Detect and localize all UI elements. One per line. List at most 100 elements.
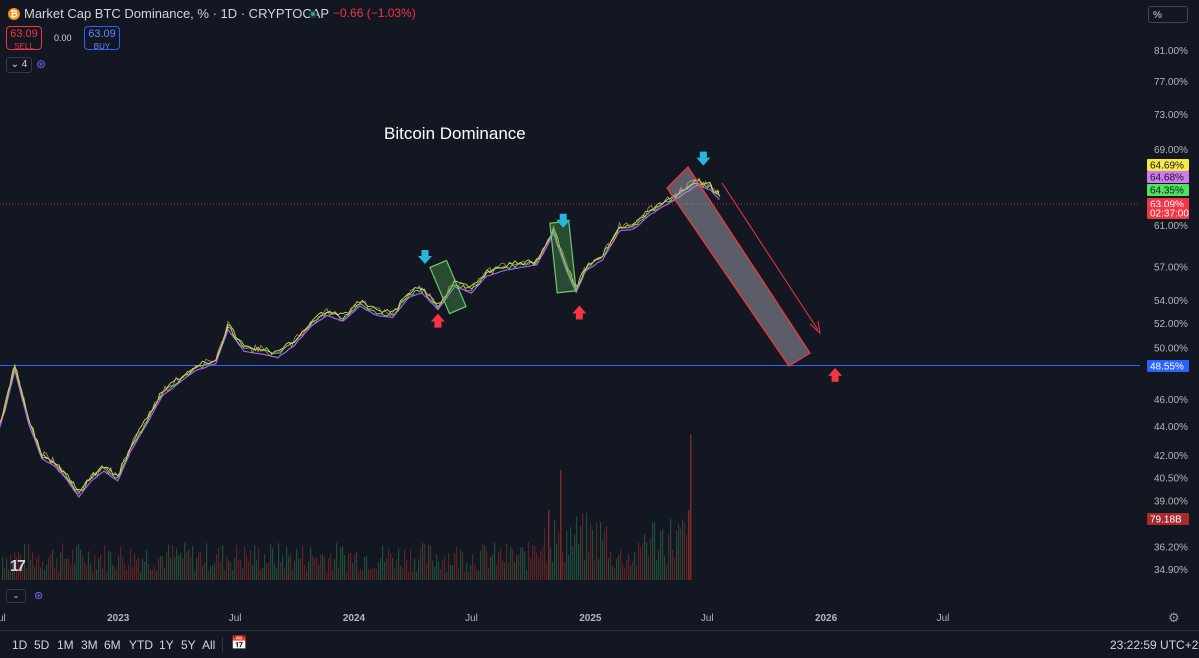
volume-bar — [564, 562, 566, 580]
volume-bar — [96, 569, 98, 580]
timeframe-1y[interactable]: 1Y — [159, 638, 174, 652]
volume-bar — [194, 570, 196, 580]
sell-button[interactable]: 63.09 SELL — [6, 26, 42, 51]
volume-bar — [8, 569, 10, 580]
volume-bar — [412, 571, 414, 580]
timeframe-5d[interactable]: 5D — [34, 638, 50, 652]
volume-bar — [34, 566, 36, 580]
volume-bar — [636, 565, 638, 580]
volume-bar — [350, 553, 352, 580]
volume-bar — [580, 526, 582, 580]
volume-bar — [250, 550, 252, 580]
volume-bar — [62, 543, 64, 580]
volume-bar — [118, 555, 120, 580]
volume-bar — [22, 566, 24, 580]
volume-bar — [150, 569, 152, 580]
buy-price: 63.09 — [88, 28, 116, 40]
buy-button[interactable]: 63.09 BUY — [84, 26, 120, 51]
volume-bar — [70, 564, 72, 580]
volume-bar — [634, 552, 636, 580]
volume-bar — [530, 557, 532, 580]
volume-bar — [100, 554, 102, 580]
volume-bar — [400, 565, 402, 580]
volume-bar — [682, 519, 684, 580]
volume-bar — [282, 555, 284, 580]
volume-bar — [430, 545, 432, 580]
timeframe-3m[interactable]: 3M — [81, 638, 98, 652]
timeframe-ytd[interactable]: YTD — [129, 638, 153, 652]
volume-bar — [122, 557, 124, 580]
volume-toggle[interactable]: ⌄ — [6, 589, 26, 603]
timeframe-1m[interactable]: 1M — [57, 638, 74, 652]
volume-bar — [230, 562, 232, 580]
volume-bar — [32, 551, 34, 580]
symbol-title[interactable]: Market Cap BTC Dominance, % · 1D · CRYPT… — [24, 6, 330, 21]
ma-line-slow — [0, 184, 720, 498]
volume-bar — [328, 558, 330, 580]
volume-bar — [108, 550, 110, 580]
volume-bar — [370, 569, 372, 580]
volume-bar — [550, 547, 552, 580]
volume-settings-icon[interactable]: ⊛ — [34, 590, 44, 602]
volume-bar — [274, 563, 276, 580]
volume-bar — [102, 568, 104, 580]
clock[interactable]: 23:22:59 UTC+2 — [1110, 638, 1199, 652]
timeframe-all[interactable]: All — [202, 638, 216, 652]
volume-bar — [660, 531, 662, 580]
volume-bar — [38, 555, 40, 580]
ma-line-fast — [0, 177, 720, 491]
volume-bar — [462, 552, 464, 580]
volume-bar — [490, 556, 492, 580]
up-arrow-icon — [430, 313, 445, 328]
volume-bar — [302, 545, 304, 580]
volume-bar — [436, 554, 438, 580]
volume-bar — [630, 565, 632, 580]
volume-bar — [410, 550, 412, 580]
volume-bar — [146, 550, 148, 580]
volume-bar — [544, 528, 546, 580]
volume-bar — [680, 528, 682, 580]
volume-bar — [254, 545, 256, 580]
volume-bar — [588, 551, 590, 580]
gear-icon[interactable]: ⚙ — [1168, 610, 1180, 625]
volume-bar — [90, 563, 92, 580]
calendar-icon[interactable]: 📅 — [231, 635, 248, 650]
volume-bar — [180, 552, 182, 580]
volume-bar — [212, 565, 214, 580]
volume-bar — [236, 544, 238, 580]
volume-bar — [316, 557, 318, 580]
volume-bar — [424, 544, 426, 580]
volume-bar — [342, 546, 344, 580]
volume-bar — [590, 523, 592, 580]
volume-bar — [110, 552, 112, 580]
volume-bar — [366, 556, 368, 580]
y-tick-label: 57.00% — [1154, 263, 1188, 274]
timeframe-5y[interactable]: 5Y — [181, 638, 196, 652]
volume-bar — [668, 534, 670, 580]
volume-bar — [484, 545, 486, 580]
price-chart[interactable]: 81.00% 77.00% 73.00% 69.00% 61.00% 57.00% 54.0… — [0, 0, 1199, 630]
timeframe-6m[interactable]: 6M — [104, 638, 121, 652]
volume-bar — [394, 568, 396, 580]
scale-mode-button[interactable]: % — [1148, 6, 1188, 23]
volume-bar — [654, 522, 656, 580]
volume-bar — [128, 565, 130, 580]
volume-bar — [172, 545, 174, 580]
indicator-settings-icon[interactable]: ⊛ — [36, 57, 47, 71]
volume-bar — [292, 569, 294, 580]
y-tick-label: 54.00% — [1154, 296, 1188, 307]
timeframe-1d[interactable]: 1D — [12, 638, 28, 652]
volume-bar — [112, 565, 114, 580]
volume-bar — [684, 522, 686, 580]
price-change: −0.66 (−1.03%) — [333, 6, 416, 20]
volume-bar — [360, 568, 362, 580]
volume-bar — [348, 553, 350, 580]
x-tick-label: Jul — [0, 613, 6, 624]
volume-bar — [228, 559, 230, 580]
volume-bar — [644, 534, 646, 580]
volume-bar — [442, 560, 444, 580]
indicators-toggle[interactable]: ⌄ 4 — [6, 57, 32, 73]
volume-bar — [136, 559, 138, 580]
volume-bar — [138, 557, 140, 580]
volume-bar — [650, 538, 652, 580]
